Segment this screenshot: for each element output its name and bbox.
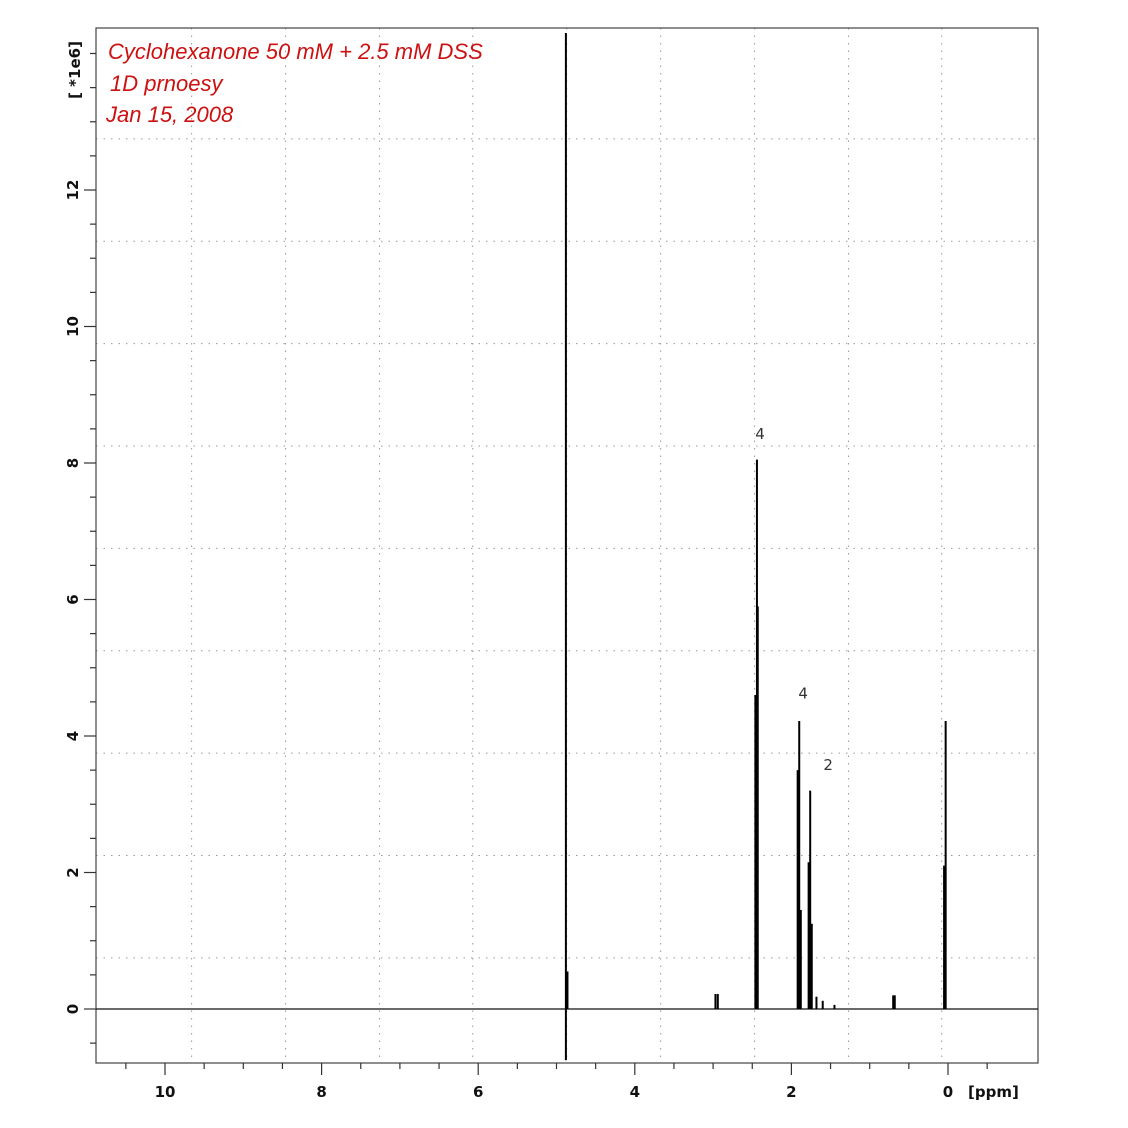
y-tick-label: 12 [64, 180, 82, 201]
x-tick-label: 8 [316, 1083, 326, 1101]
note-line-1: Cyclohexanone 50 mM + 2.5 mM DSS [108, 39, 483, 64]
y-tick-label: 6 [64, 594, 82, 604]
note-line-3: Jan 15, 2008 [105, 102, 234, 127]
peak-label: 4 [798, 684, 808, 702]
x-tick-label: 2 [786, 1083, 796, 1101]
plot-frame [95, 27, 1039, 1064]
tick-layer: 10 8 6 4 2 0 0 2 4 6 8 10 12 [64, 52, 988, 1101]
x-tick-label: 0 [943, 1083, 953, 1101]
y-tick-label: 2 [64, 867, 82, 877]
peak-label: 2 [823, 756, 833, 774]
peak-label: 4 [755, 425, 765, 443]
x-tick-label: 4 [630, 1083, 640, 1101]
y-tick-label: 10 [64, 316, 82, 337]
peak-label-layer: 4 4 2 [755, 425, 833, 774]
note-line-2: 1D prnoesy [110, 71, 225, 96]
x-tick-label: 6 [473, 1083, 483, 1101]
spectrum-trace [96, 33, 1038, 1061]
y-axis-label: [ *1e6] [66, 41, 84, 99]
x-tick-label: 10 [155, 1083, 176, 1101]
grid-layer [96, 28, 1038, 1063]
y-tick-label: 0 [64, 1004, 82, 1014]
x-axis-label: [ppm] [968, 1083, 1019, 1101]
y-tick-label: 8 [64, 458, 82, 468]
y-tick-label: 4 [64, 731, 82, 741]
